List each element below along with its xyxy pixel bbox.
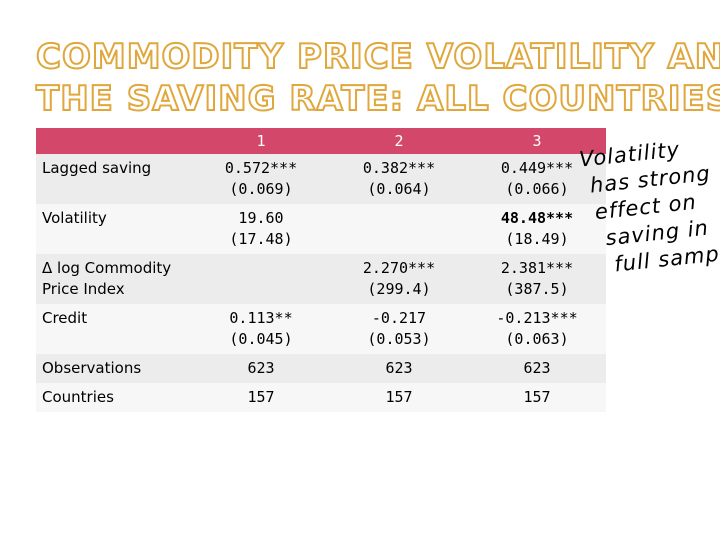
- std-error: (18.49): [505, 230, 569, 248]
- coefficient: 48.48***: [500, 209, 574, 227]
- table-cell-empty: [330, 204, 468, 254]
- header-blank: [36, 128, 192, 154]
- std-error: (0.066): [505, 180, 569, 198]
- coefficient: 0.113**: [229, 309, 293, 327]
- table-cell: 48.48*** (18.49): [468, 204, 606, 254]
- slide-title: COMMODITY PRICE VOLATILITY AND THE SAVIN…: [35, 36, 720, 120]
- table-row-credit: Credit 0.113** (0.045) -0.217 (0.053) -0.2…: [36, 304, 606, 354]
- table-cell: 0.449*** (0.066): [468, 154, 606, 204]
- row-label: Observations: [36, 354, 192, 383]
- table-cell: 19.60 (17.48): [192, 204, 330, 254]
- table-cell: 157: [468, 383, 606, 412]
- table-cell: 2.270*** (299.4): [330, 254, 468, 304]
- slide-title-line-2: THE SAVING RATE: ALL COUNTRIES: [35, 78, 720, 120]
- table-row-lagged-saving: Lagged saving 0.572*** (0.069) 0.382*** (0…: [36, 154, 606, 204]
- table-row-volatility: Volatility 19.60 (17.48) 48.48*** (18.49): [36, 204, 606, 254]
- row-label: Volatility: [36, 204, 192, 254]
- slide-title-line-1: COMMODITY PRICE VOLATILITY AND: [35, 36, 720, 78]
- table-cell: 623: [468, 354, 606, 383]
- table-cell: -0.213*** (0.063): [468, 304, 606, 354]
- table-cell-empty: [192, 254, 330, 304]
- row-label-line-1: Δ log Commodity: [42, 259, 172, 277]
- std-error: (0.069): [229, 180, 293, 198]
- regression-table: 1 2 3 Lagged saving 0.572*** (0.069) 0.38…: [36, 128, 606, 412]
- coefficient: -0.217: [371, 309, 427, 327]
- header-model-3: 3: [468, 128, 606, 154]
- table-cell: 157: [330, 383, 468, 412]
- coefficient: 0.382***: [362, 159, 436, 177]
- table-row-commodity-index: Δ log Commodity Price Index 2.270*** (299.…: [36, 254, 606, 304]
- table-header-row: 1 2 3: [36, 128, 606, 154]
- coefficient: -0.213***: [496, 309, 578, 327]
- std-error: (0.063): [505, 330, 569, 348]
- std-error: (387.5): [505, 280, 569, 298]
- std-error: (17.48): [229, 230, 293, 248]
- table-cell: 2.381*** (387.5): [468, 254, 606, 304]
- table-cell: 623: [192, 354, 330, 383]
- coefficient: 2.270***: [362, 259, 436, 277]
- coefficient: 19.60: [238, 209, 284, 227]
- std-error: (0.053): [367, 330, 431, 348]
- row-label: Δ log Commodity Price Index: [36, 254, 192, 304]
- std-error: (0.064): [367, 180, 431, 198]
- row-label-line-2: Price Index: [42, 280, 125, 298]
- table-cell: 623: [330, 354, 468, 383]
- table-cell: 0.113** (0.045): [192, 304, 330, 354]
- header-model-1: 1: [192, 128, 330, 154]
- std-error: (299.4): [367, 280, 431, 298]
- table-cell: -0.217 (0.053): [330, 304, 468, 354]
- row-label: Credit: [36, 304, 192, 354]
- table-row-observations: Observations 623 623 623: [36, 354, 606, 383]
- table-cell: 0.382*** (0.064): [330, 154, 468, 204]
- row-label: Countries: [36, 383, 192, 412]
- table-cell: 0.572*** (0.069): [192, 154, 330, 204]
- coefficient: 0.572***: [224, 159, 298, 177]
- annotation-note: Volatility has strong effect on saving i…: [566, 132, 720, 282]
- std-error: (0.045): [229, 330, 293, 348]
- coefficient: 2.381***: [500, 259, 574, 277]
- coefficient: 0.449***: [500, 159, 574, 177]
- table-cell: 157: [192, 383, 330, 412]
- table-row-countries: Countries 157 157 157: [36, 383, 606, 412]
- header-model-2: 2: [330, 128, 468, 154]
- row-label: Lagged saving: [36, 154, 192, 204]
